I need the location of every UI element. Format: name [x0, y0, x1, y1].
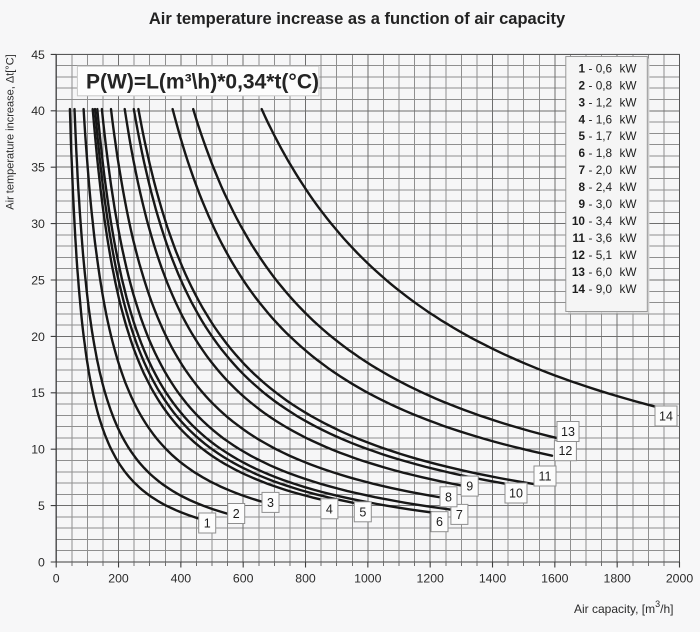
svg-text:Air temperature increase as a: Air temperature increase as a function o… [149, 10, 566, 28]
svg-text:8: 8 [578, 180, 585, 194]
svg-text:2: 2 [233, 507, 240, 521]
svg-text:1200: 1200 [417, 572, 445, 586]
svg-text:- 2,4: - 2,4 [589, 180, 613, 194]
svg-text:- 3,0: - 3,0 [589, 197, 613, 211]
svg-text:2: 2 [578, 78, 585, 92]
svg-text:kW: kW [620, 78, 638, 92]
svg-text:11: 11 [539, 470, 552, 484]
svg-text:- 9,0: - 9,0 [589, 282, 613, 296]
svg-text:1: 1 [578, 61, 585, 75]
svg-text:12: 12 [558, 444, 572, 458]
svg-text:40: 40 [31, 104, 45, 118]
svg-text:14: 14 [659, 410, 673, 424]
svg-text:1000: 1000 [354, 572, 382, 586]
svg-text:- 3,4: - 3,4 [589, 214, 613, 228]
svg-text:kW: kW [620, 129, 638, 143]
svg-text:13: 13 [561, 425, 575, 439]
svg-text:13: 13 [572, 265, 586, 279]
svg-text:14: 14 [572, 282, 586, 296]
svg-text:800: 800 [295, 572, 316, 586]
svg-text:kW: kW [620, 180, 638, 194]
svg-text:30: 30 [31, 217, 45, 231]
svg-text:Air capacity, [m3/h]: Air capacity, [m3/h] [574, 599, 674, 616]
svg-text:kW: kW [620, 163, 638, 177]
svg-text:25: 25 [31, 273, 45, 287]
svg-text:2000: 2000 [666, 572, 694, 586]
svg-text:kW: kW [620, 61, 638, 75]
svg-text:10: 10 [509, 487, 523, 501]
svg-text:5: 5 [359, 505, 366, 519]
svg-text:35: 35 [31, 161, 45, 175]
svg-text:10: 10 [572, 214, 586, 228]
svg-text:0: 0 [53, 572, 60, 586]
svg-text:3: 3 [267, 496, 274, 510]
svg-text:kW: kW [620, 146, 638, 160]
svg-text:12: 12 [572, 248, 586, 262]
svg-text:kW: kW [620, 231, 638, 245]
svg-text:1800: 1800 [604, 572, 632, 586]
svg-text:kW: kW [620, 265, 638, 279]
svg-text:kW: kW [620, 214, 638, 228]
svg-text:20: 20 [31, 330, 45, 344]
svg-text:6: 6 [578, 146, 585, 160]
svg-text:4: 4 [326, 502, 333, 516]
svg-text:0: 0 [38, 555, 45, 569]
svg-text:- 1,7: - 1,7 [589, 129, 613, 143]
svg-text:- 1,2: - 1,2 [589, 95, 613, 109]
svg-text:kW: kW [620, 112, 638, 126]
svg-text:kW: kW [620, 197, 638, 211]
svg-text:10: 10 [31, 443, 45, 457]
svg-text:9: 9 [578, 197, 585, 211]
svg-text:6: 6 [436, 515, 443, 529]
svg-text:3: 3 [578, 95, 585, 109]
svg-text:45: 45 [31, 48, 45, 62]
svg-text:- 6,0: - 6,0 [589, 265, 613, 279]
svg-text:- 0,6: - 0,6 [589, 61, 613, 75]
svg-text:1400: 1400 [479, 572, 507, 586]
svg-text:1600: 1600 [541, 572, 569, 586]
svg-text:- 1,6: - 1,6 [589, 112, 613, 126]
svg-text:5: 5 [578, 129, 585, 143]
svg-text:- 1,8: - 1,8 [589, 146, 613, 160]
svg-text:- 5,1: - 5,1 [589, 248, 613, 262]
svg-text:- 0,8: - 0,8 [589, 78, 613, 92]
svg-text:- 3,6: - 3,6 [589, 231, 613, 245]
svg-text:kW: kW [620, 248, 638, 262]
svg-text:600: 600 [233, 572, 254, 586]
svg-text:5: 5 [38, 499, 45, 513]
svg-text:11: 11 [573, 231, 586, 245]
svg-text:200: 200 [108, 572, 129, 586]
svg-text:4: 4 [578, 112, 585, 126]
svg-text:P(W)=L(m³\h)*0,34*t(°C): P(W)=L(m³\h)*0,34*t(°C) [86, 70, 319, 93]
svg-text:7: 7 [456, 508, 463, 522]
svg-text:Air temperature increase, Δt[°: Air temperature increase, Δt[°C] [5, 54, 17, 209]
svg-text:- 2,0: - 2,0 [589, 163, 613, 177]
svg-text:kW: kW [620, 282, 638, 296]
svg-text:kW: kW [620, 95, 638, 109]
svg-text:9: 9 [466, 480, 473, 494]
svg-text:15: 15 [31, 386, 45, 400]
svg-text:1: 1 [204, 517, 211, 531]
svg-text:7: 7 [578, 163, 585, 177]
svg-text:8: 8 [445, 490, 452, 504]
svg-text:400: 400 [171, 572, 192, 586]
